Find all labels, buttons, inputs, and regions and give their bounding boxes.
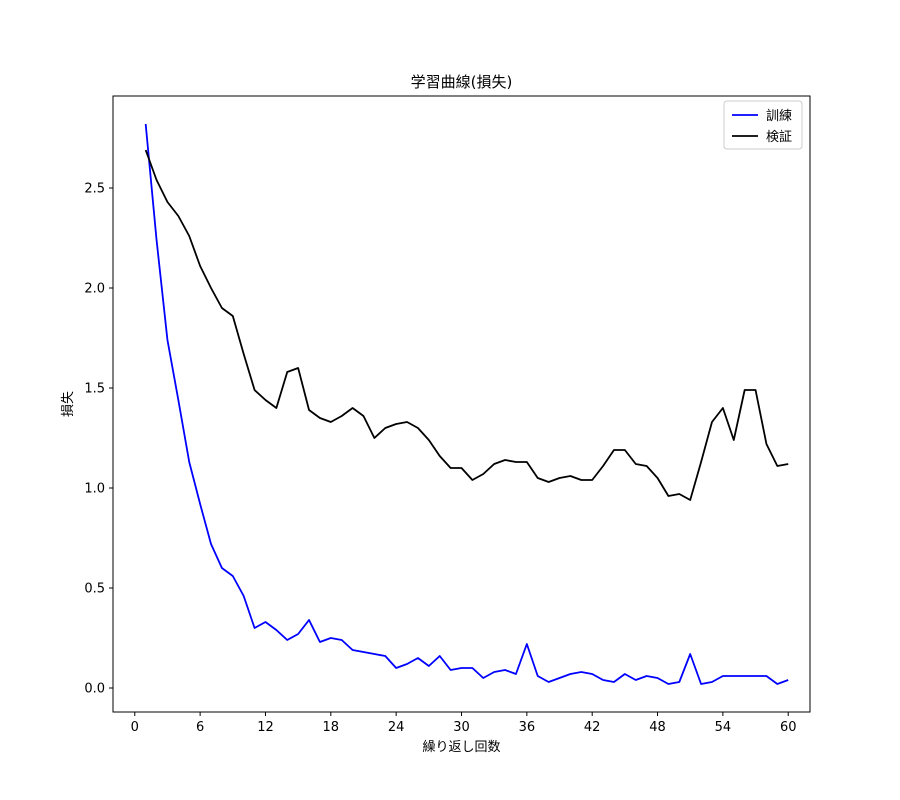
plot-area xyxy=(144,123,789,685)
x-tick-label: 12 xyxy=(257,720,274,735)
x-tick-label: 6 xyxy=(196,720,204,735)
x-tick-label: 24 xyxy=(388,720,405,735)
legend-box xyxy=(723,100,803,150)
legend-label-0: 訓練 xyxy=(766,108,792,124)
y-tick-label: 0.0 xyxy=(84,682,105,697)
x-tick-label: 60 xyxy=(780,720,797,735)
y-tick-label: 2.5 xyxy=(84,182,105,197)
x-tick-label: 42 xyxy=(584,720,601,735)
x-tick-label: 54 xyxy=(715,720,732,735)
chart-title: 学習曲線(損失) xyxy=(411,73,513,91)
y-tick-label: 1.0 xyxy=(84,482,105,497)
plot-frame xyxy=(112,95,811,713)
x-axis-label: 繰り返し回数 xyxy=(422,740,500,755)
series-line-1 xyxy=(144,149,789,501)
x-tick-label: 18 xyxy=(323,720,340,735)
legend-label-1: 検証 xyxy=(766,130,792,145)
x-tick-label: 48 xyxy=(649,720,666,735)
y-tick-label: 2.0 xyxy=(84,282,105,297)
x-tick-label: 36 xyxy=(519,720,536,735)
axes: 0 6 12 18 24 30 36 42 48 54 60 0.0 0.5 1.0 1.5 2.0 2.5 xyxy=(84,95,811,735)
y-axis-label: 損失 xyxy=(61,391,76,417)
x-tick-label: 0 xyxy=(131,720,139,735)
y-tick-label: 0.5 xyxy=(84,582,105,597)
y-tick-label: 1.5 xyxy=(84,382,105,397)
x-tick-label: 30 xyxy=(453,720,470,735)
series-line-0 xyxy=(144,123,789,685)
